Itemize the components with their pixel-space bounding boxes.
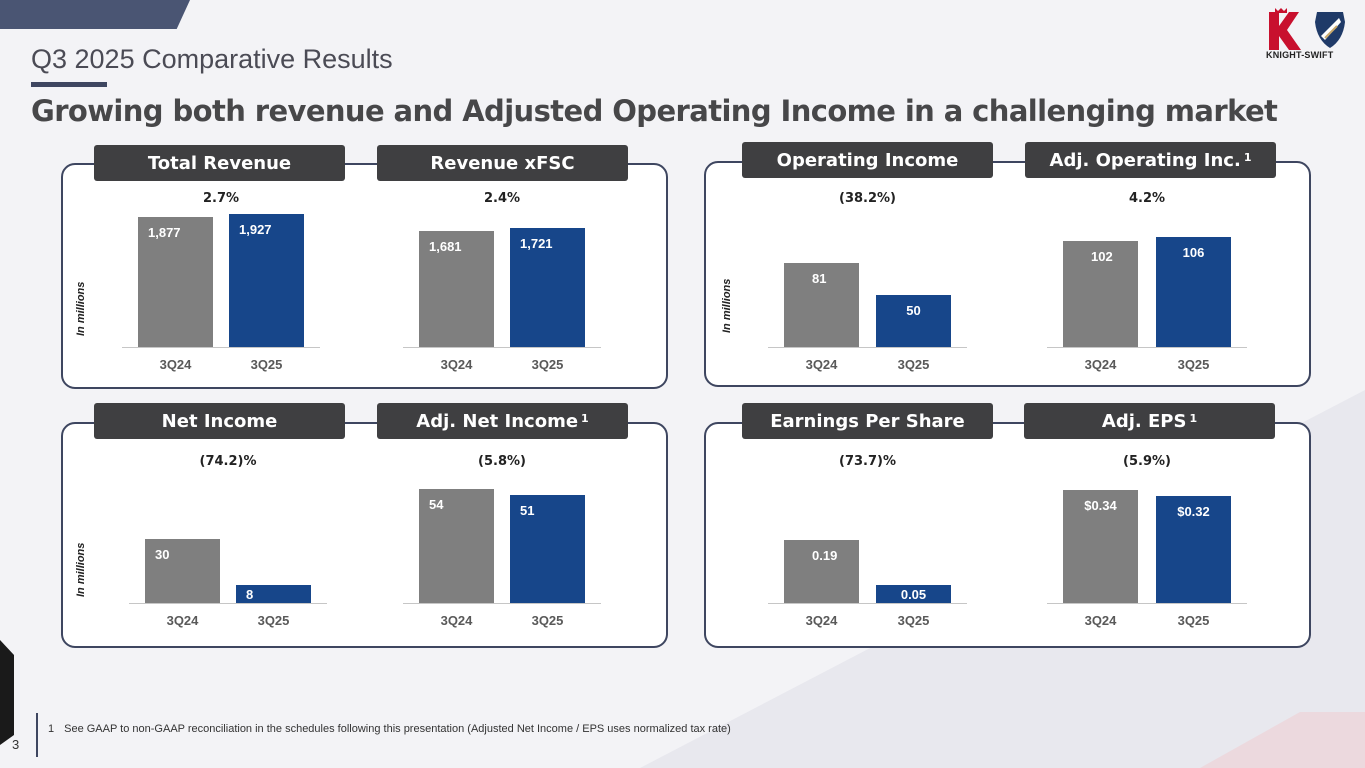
net-income-label: Net Income [94,403,345,439]
page-number: 3 [12,737,20,752]
adj-operating-inc-change: 4.2% [1128,191,1166,206]
operating-income-change: (38.2%) [839,191,896,206]
footnote-number: 1 [48,723,55,735]
total-revenue-value-3q25: 1,927 [239,222,272,237]
adj-net-income-category-3q24: 3Q24 [440,613,473,628]
adj-eps-bar-3q24 [1063,490,1138,603]
operating-income-label: Operating Income [742,142,993,178]
footnote: 1 See GAAP to non-GAAP reconciliation in … [48,723,731,735]
net-income-value-3q24: 30 [155,547,170,562]
adj-net-income-label: Adj. Net Income 1 [377,403,628,439]
units-label-revenue: In millions [75,281,87,336]
adj-eps-change: (5.9%) [1123,454,1171,469]
total-revenue-bar-3q25 [229,214,304,347]
revenue-xfsc-bar-3q24 [419,231,494,347]
adj-eps-category-3q24: 3Q24 [1084,613,1117,628]
earnings-per-share-bar-3q25 [876,585,951,603]
revenue-xfsc-value-3q24: 1,681 [429,239,462,254]
adj-eps-value-3q25: $0.32 [1177,504,1210,519]
adj-eps-bar-3q25 [1156,496,1231,603]
adj-eps-value-3q24: $0.34 [1084,498,1117,513]
net-income-category-3q25: 3Q25 [257,613,290,628]
operating-income-category-3q24: 3Q24 [805,357,838,372]
total-revenue-axis [122,347,320,348]
operating-income-axis [768,347,967,348]
adj-operating-inc-bar-3q25 [1156,237,1231,347]
adj-operating-inc-value-3q24: 102 [1091,249,1113,264]
revenue-xfsc-value-3q25: 1,721 [520,236,553,251]
total-revenue-value-3q24: 1,877 [148,225,181,240]
adj-operating-inc-label: Adj. Operating Inc. 1 [1025,142,1276,178]
net-income-bar-3q24 [145,539,220,603]
units-label-operating-income: In millions [721,278,733,333]
slide-title: Q3 2025 Comparative Results [31,44,393,74]
footnote-divider [36,713,38,757]
adj-net-income-change: (5.8%) [478,454,526,469]
earnings-per-share-value-3q24: 0.19 [812,548,838,563]
footnote-text: See GAAP to non-GAAP reconciliation in t… [64,723,731,735]
adj-net-income-bar-3q25 [510,495,585,603]
earnings-per-share-label: Earnings Per Share [742,403,993,439]
total-revenue-label: Total Revenue [94,145,345,181]
revenue-xfsc-change: 2.4% [483,191,521,206]
revenue-xfsc-bar-3q25 [510,228,585,347]
adj-net-income-value-3q24: 54 [429,497,444,512]
adj-eps-axis [1047,603,1247,604]
operating-income-category-3q25: 3Q25 [897,357,930,372]
adj-eps-label: Adj. EPS 1 [1024,403,1275,439]
earnings-per-share-axis [768,603,967,604]
adj-operating-inc-axis [1047,347,1247,348]
adj-eps-category-3q25: 3Q25 [1177,613,1210,628]
adj-eps-footnote-marker: 1 [1189,411,1198,425]
operating-income-value-3q25: 50 [906,303,921,318]
operating-income-bar-3q25 [876,295,951,347]
earnings-per-share-bar-3q24 [784,540,859,603]
total-revenue-bar-3q24 [138,217,213,347]
adj-net-income-category-3q25: 3Q25 [531,613,564,628]
revenue-xfsc-axis [403,347,601,348]
title-underline [31,82,107,87]
revenue-xfsc-category-3q25: 3Q25 [531,357,564,372]
total-revenue-category-3q25: 3Q25 [250,357,283,372]
net-income-value-3q25: 8 [246,587,254,602]
adj-operating-inc-category-3q24: 3Q24 [1084,357,1117,372]
knight-swift-logo-icon [1269,8,1345,50]
net-income-category-3q24: 3Q24 [166,613,199,628]
adj-net-income-footnote-marker: 1 [581,411,589,425]
revenue-xfsc-category-3q24: 3Q24 [440,357,473,372]
earnings-per-share-category-3q25: 3Q25 [897,613,930,628]
earnings-per-share-category-3q24: 3Q24 [805,613,838,628]
earnings-per-share-change: (73.7)% [839,454,896,469]
net-income-change: (74.2)% [199,454,257,469]
adj-net-income-value-3q25: 51 [520,503,535,518]
total-revenue-category-3q24: 3Q24 [159,357,192,372]
net-income-bar-3q25 [236,585,311,603]
revenue-xfsc-label: Revenue xFSC [377,145,628,181]
operating-income-bar-3q24 [784,263,859,347]
operating-income-value-3q24: 81 [812,271,827,286]
headline: Growing both revenue and Adjusted Operat… [31,94,1278,128]
adj-net-income-bar-3q24 [419,489,494,603]
net-income-axis [129,603,327,604]
header-stripe [0,0,190,29]
adj-operating-inc-category-3q25: 3Q25 [1177,357,1210,372]
logo-wordmark: KNIGHT-SWIFT [1266,50,1334,60]
units-label-net-income: In millions [75,542,87,597]
adj-operating-inc-value-3q25: 106 [1182,245,1205,260]
total-revenue-change: 2.7% [202,191,240,206]
earnings-per-share-value-3q25: 0.05 [900,587,927,602]
adj-operating-inc-footnote-marker: 1 [1243,150,1252,164]
adj-net-income-axis [403,603,601,604]
adj-operating-inc-bar-3q24 [1063,241,1138,347]
